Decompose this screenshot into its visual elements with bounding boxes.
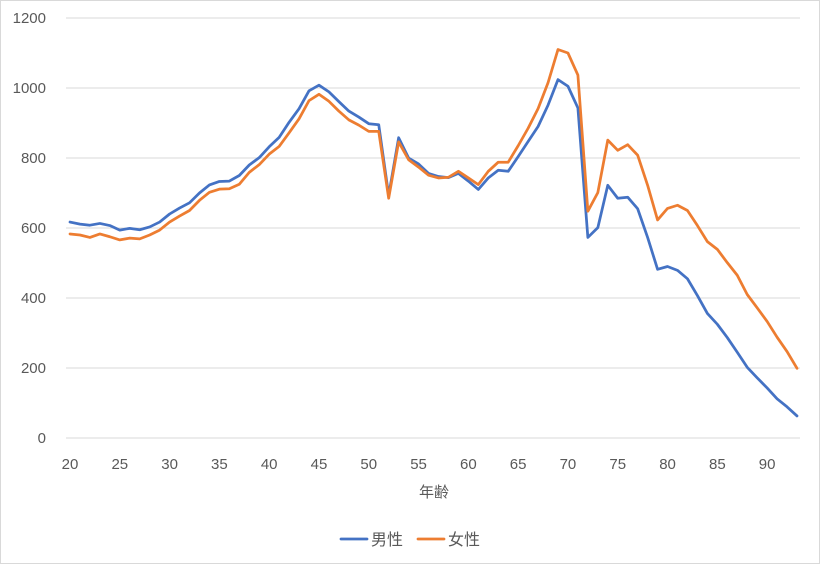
x-axis-ticks: 20 25 30 35 40 45 50 55 60 65 70 75 80 85 90 bbox=[62, 456, 776, 473]
x-tick-label: 85 bbox=[709, 456, 726, 473]
x-tick-label: 40 bbox=[261, 456, 278, 473]
x-tick-label: 50 bbox=[360, 456, 377, 473]
x-axis-title: 年齢 bbox=[419, 483, 449, 501]
y-tick-label: 1000 bbox=[13, 80, 46, 97]
legend: 男性 女性 bbox=[339, 530, 480, 549]
y-axis-ticks: 0 200 400 600 800 1000 1200 bbox=[13, 10, 46, 447]
legend-item-male: 男性 bbox=[339, 530, 403, 549]
x-tick-label: 90 bbox=[759, 456, 776, 473]
x-tick-label: 20 bbox=[62, 456, 79, 473]
x-tick-label: 45 bbox=[311, 456, 328, 473]
x-tick-label: 65 bbox=[510, 456, 527, 473]
y-tick-label: 200 bbox=[21, 360, 46, 377]
legend-label: 男性 bbox=[371, 530, 403, 549]
x-tick-label: 30 bbox=[161, 456, 178, 473]
series-lines bbox=[68, 48, 799, 418]
x-tick-label: 75 bbox=[609, 456, 626, 473]
gridlines bbox=[66, 17, 800, 439]
series-line-female bbox=[68, 48, 799, 370]
y-tick-label: 600 bbox=[21, 220, 46, 237]
x-tick-label: 55 bbox=[410, 456, 427, 473]
y-tick-label: 400 bbox=[21, 290, 46, 307]
y-tick-label: 1200 bbox=[13, 10, 46, 27]
series-line-male bbox=[68, 78, 799, 418]
x-tick-label: 60 bbox=[460, 456, 477, 473]
x-tick-label: 25 bbox=[111, 456, 128, 473]
x-tick-label: 35 bbox=[211, 456, 228, 473]
x-tick-label: 70 bbox=[560, 456, 577, 473]
y-tick-label: 0 bbox=[38, 430, 46, 447]
x-tick-label: 80 bbox=[659, 456, 676, 473]
y-tick-label: 800 bbox=[21, 150, 46, 167]
legend-label: 女性 bbox=[448, 530, 480, 549]
legend-item-female: 女性 bbox=[416, 530, 480, 549]
